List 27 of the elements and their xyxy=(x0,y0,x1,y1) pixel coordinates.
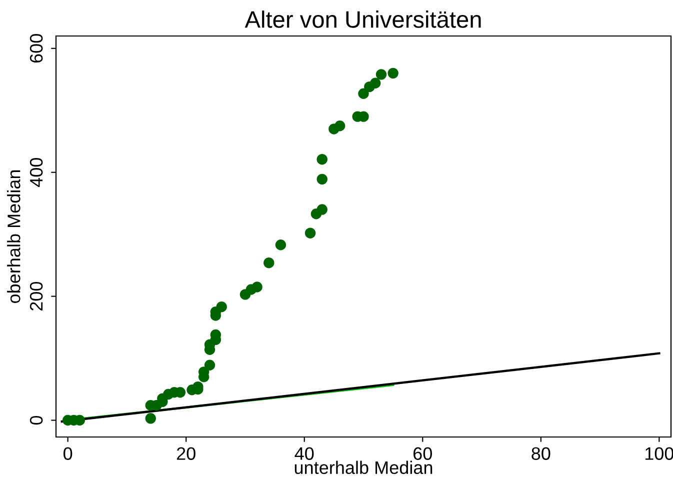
x-axis-title: unterhalb Median xyxy=(294,460,432,474)
y-tick-label: 600 xyxy=(30,34,43,63)
y-tick-label: 200 xyxy=(30,282,43,310)
y-tick-label: 400 xyxy=(30,158,43,187)
x-tick-label: 20 xyxy=(176,447,196,460)
x-tick-label: 80 xyxy=(532,447,550,460)
x-tick-label: 40 xyxy=(294,447,314,460)
point xyxy=(204,360,216,370)
y-axis-title: oberhalb Median xyxy=(7,170,20,303)
point xyxy=(264,257,274,268)
x-tick-label: 0 xyxy=(64,447,72,460)
point xyxy=(358,88,369,99)
x-tick-label: 60 xyxy=(414,447,432,460)
point xyxy=(145,413,156,424)
point xyxy=(388,68,398,79)
point xyxy=(275,240,286,250)
point xyxy=(316,174,328,185)
point xyxy=(334,120,346,132)
point xyxy=(216,301,227,312)
point xyxy=(316,154,328,165)
point xyxy=(316,204,328,215)
chart-title: Alter von Universitäten xyxy=(244,10,481,28)
point xyxy=(370,78,381,88)
point xyxy=(376,69,387,80)
point xyxy=(304,228,316,238)
y-tick-label: 0 xyxy=(30,416,43,425)
point xyxy=(252,282,262,292)
